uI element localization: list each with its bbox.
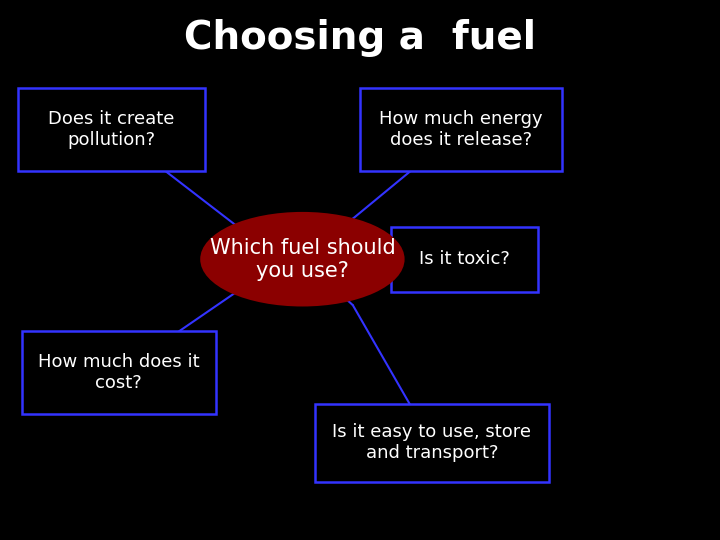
Text: Is it easy to use, store
and transport?: Is it easy to use, store and transport?: [333, 423, 531, 462]
FancyBboxPatch shape: [315, 404, 549, 482]
Text: How much energy
does it release?: How much energy does it release?: [379, 110, 543, 149]
Text: Choosing a  fuel: Choosing a fuel: [184, 19, 536, 57]
FancyBboxPatch shape: [22, 330, 216, 415]
Text: How much does it
cost?: How much does it cost?: [38, 353, 199, 392]
Text: Which fuel should
you use?: Which fuel should you use?: [210, 238, 395, 281]
FancyBboxPatch shape: [18, 87, 205, 172]
Ellipse shape: [202, 213, 403, 305]
Text: Is it toxic?: Is it toxic?: [419, 250, 510, 268]
FancyBboxPatch shape: [360, 87, 562, 172]
Text: Does it create
pollution?: Does it create pollution?: [48, 110, 175, 149]
FancyBboxPatch shape: [390, 227, 539, 292]
